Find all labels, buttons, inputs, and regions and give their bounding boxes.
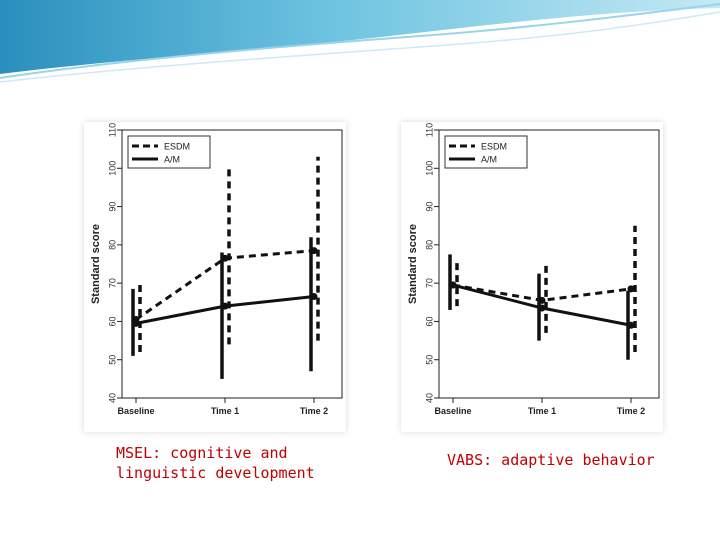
msel-y-tick-label: 60 — [107, 316, 117, 326]
msel-y-tick-label: 90 — [107, 202, 117, 212]
vabs-y-tick-label: 100 — [424, 161, 434, 176]
msel-y-tick-label: 50 — [107, 355, 117, 365]
vabs-am-point — [449, 281, 457, 289]
vabs-y-tick-label: 60 — [424, 316, 434, 326]
vabs-am-point — [627, 321, 635, 329]
vabs-chart: 40 50 60 70 80 90 100 110 Standard score Baseline… — [401, 122, 663, 432]
vabs-plot-box — [438, 129, 660, 399]
msel-legend-esdm-label: ESDM — [164, 142, 190, 152]
msel-legend-box — [127, 135, 211, 169]
msel-am-point — [132, 319, 140, 327]
vabs-x-tick-label: Time 2 — [617, 406, 645, 416]
vabs-y-tick-label: 70 — [424, 278, 434, 288]
vabs-esdm-point — [627, 285, 635, 293]
msel-y-tick-label: 110 — [107, 123, 117, 137]
vabs-y-tick-label: 50 — [424, 355, 434, 365]
msel-legend-am-label: A/M — [164, 155, 180, 165]
vabs-x-tick-label: Baseline — [434, 406, 471, 416]
msel-chart-svg: 40 50 60 70 80 90 100 110 Standard score Baseline… — [90, 123, 343, 416]
vabs-caption: VABS: adaptive behavior — [447, 451, 655, 469]
msel-plot-box — [121, 129, 343, 399]
vabs-y-axis-label: Standard score — [407, 224, 419, 304]
msel-x-tick-label: Time 1 — [211, 406, 239, 416]
msel-caption: MSEL: cognitive and linguistic developme… — [116, 444, 315, 482]
msel-y-tick-label: 100 — [107, 161, 117, 176]
msel-am-line — [135, 295, 315, 325]
vabs-chart-svg: 40 50 60 70 80 90 100 110 Standard score Baseline… — [407, 123, 660, 416]
msel-x-tick-label: Baseline — [117, 406, 154, 416]
vabs-y-tick-label: 110 — [424, 123, 434, 137]
msel-x-tick-label: Time 2 — [300, 406, 328, 416]
msel-y-axis-label: Standard score — [90, 224, 102, 304]
msel-y-tick-label: 70 — [107, 278, 117, 288]
msel-y-tick-label: 80 — [107, 240, 117, 250]
vabs-legend-am-label: A/M — [481, 155, 497, 165]
msel-am-point — [221, 302, 229, 310]
vabs-am-point — [538, 304, 546, 312]
vabs-x-tick-label: Time 1 — [528, 406, 556, 416]
vabs-y-tick-label: 80 — [424, 240, 434, 250]
vabs-legend-esdm-label: ESDM — [481, 142, 507, 152]
header-banner — [0, 0, 720, 83]
vabs-y-tick-label: 90 — [424, 202, 434, 212]
msel-chart: 40 50 60 70 80 90 100 110 Standard score Baseline… — [84, 122, 346, 432]
vabs-y-tick-label: 40 — [424, 393, 434, 403]
msel-y-tick-label: 40 — [107, 393, 117, 403]
msel-am-point — [310, 293, 318, 301]
vabs-legend-box — [444, 135, 528, 169]
